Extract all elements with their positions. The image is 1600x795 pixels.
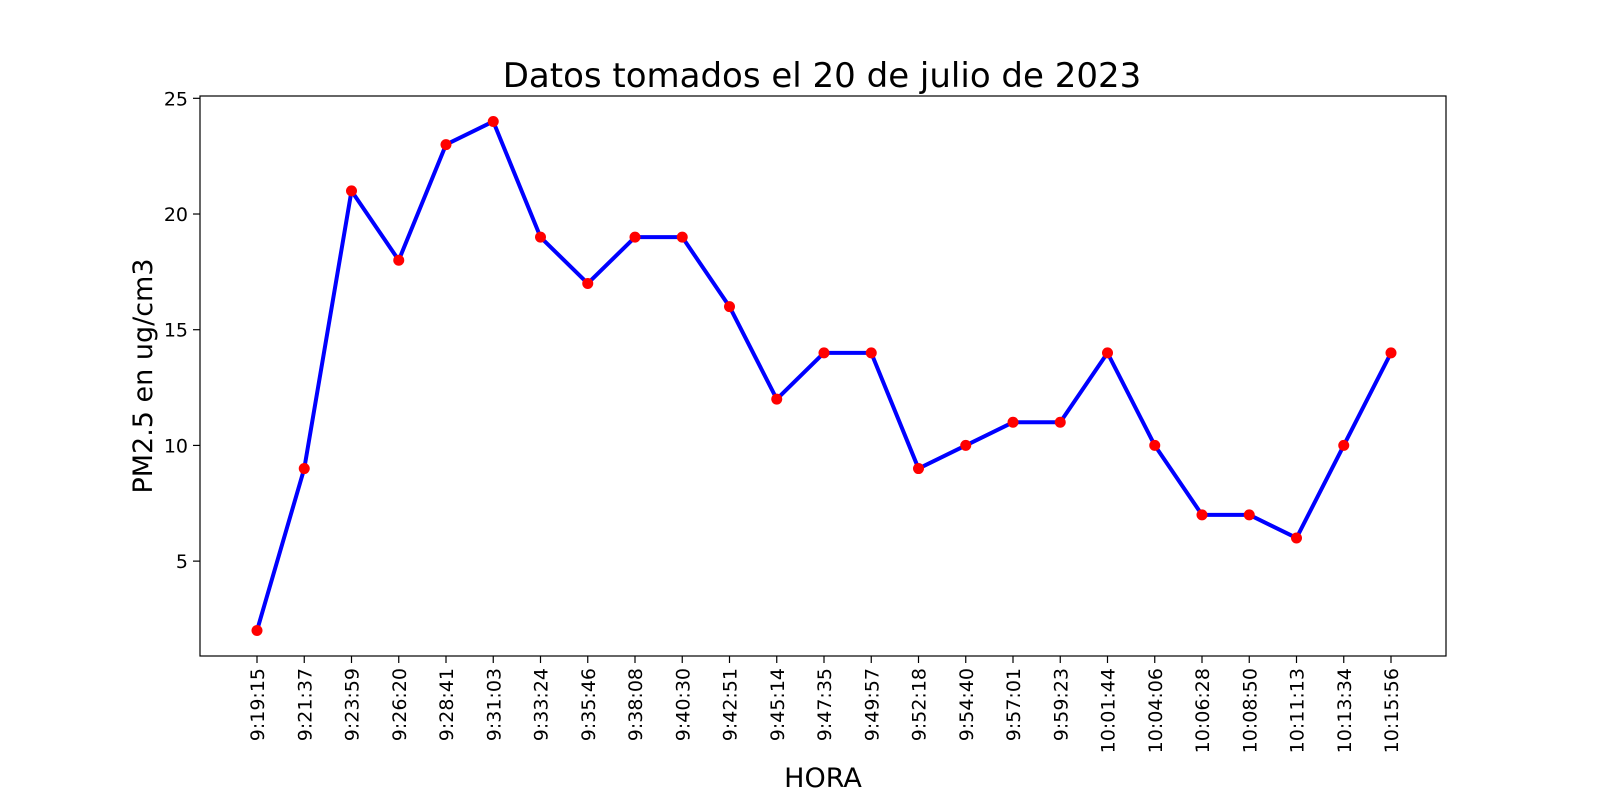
data-point [1196, 509, 1208, 521]
data-point [1291, 532, 1302, 544]
x-tick-label: 9:23:59 [342, 668, 364, 741]
x-tick-label: 9:54:40 [956, 668, 978, 741]
x-tick-label: 10:11:13 [1287, 668, 1309, 753]
y-tick-label: 10 [164, 435, 188, 457]
data-point [724, 301, 735, 313]
data-point [1149, 439, 1161, 451]
x-tick-label: 9:40:30 [672, 668, 694, 741]
data-point [818, 347, 830, 359]
series-pm25 [251, 115, 1397, 637]
x-tick-label: 10:06:28 [1192, 668, 1214, 753]
x-tick-label: 9:52:18 [909, 668, 931, 741]
data-point [346, 185, 357, 197]
x-tick-label: 9:35:46 [578, 668, 600, 741]
data-point [676, 231, 688, 243]
y-tick-label: 15 [164, 320, 188, 342]
x-tick-label: 9:47:35 [814, 668, 836, 741]
x-axis-label: HORA [784, 763, 862, 794]
x-tick-label: 9:31:03 [483, 668, 505, 741]
data-point [298, 463, 310, 475]
x-tick-label: 10:01:44 [1098, 668, 1120, 753]
series-line [255, 119, 1393, 632]
y-axis: 5 10 15 20 25 [164, 88, 200, 573]
x-tick-label: 10:13:34 [1334, 668, 1356, 753]
data-point [771, 393, 783, 405]
y-tick-label: 20 [164, 204, 188, 226]
x-tick-label: 9:42:51 [720, 668, 742, 741]
x-tick-label: 9:59:23 [1050, 668, 1072, 741]
plot-area-frame [199, 95, 1447, 657]
data-point [535, 231, 546, 243]
x-tick-label: 9:45:14 [767, 668, 789, 741]
x-tick-label: 9:21:37 [294, 668, 316, 741]
y-tick-label: 25 [164, 88, 188, 110]
data-point [1385, 347, 1397, 359]
x-tick-label: 9:28:41 [436, 668, 458, 741]
chart-title: Datos tomados el 20 de julio de 2023 [503, 56, 1142, 96]
data-point [865, 347, 877, 359]
x-tick-label: 10:08:50 [1239, 668, 1261, 753]
data-point [1338, 439, 1350, 451]
x-tick-label: 9:38:08 [625, 668, 647, 741]
data-point [629, 231, 641, 243]
y-axis-label: PM2.5 en ug/cm3 [128, 258, 159, 493]
data-point [913, 463, 924, 475]
data-point [487, 115, 499, 127]
data-point [393, 254, 405, 266]
data-point [1102, 347, 1113, 359]
data-point [582, 277, 594, 289]
data-point [1007, 416, 1019, 428]
data-point [251, 625, 263, 637]
x-tick-label: 10:15:56 [1381, 668, 1403, 753]
x-tick-label: 9:49:57 [861, 668, 883, 741]
x-tick-label: 9:26:20 [389, 668, 411, 741]
x-tick-label: 9:57:01 [1003, 668, 1025, 741]
data-point [1054, 416, 1066, 428]
x-tick-label: 9:33:24 [531, 668, 553, 741]
x-tick-label: 9:19:15 [247, 668, 269, 741]
data-point [1243, 509, 1255, 521]
data-point [960, 439, 972, 451]
x-axis: 9:19:15 9:21:37 9:23:59 9:26:20 9:28:41 9:31:… [247, 656, 1403, 753]
x-tick-label: 10:04:06 [1145, 668, 1167, 753]
y-tick-label: 5 [176, 551, 188, 573]
data-point [440, 139, 452, 151]
